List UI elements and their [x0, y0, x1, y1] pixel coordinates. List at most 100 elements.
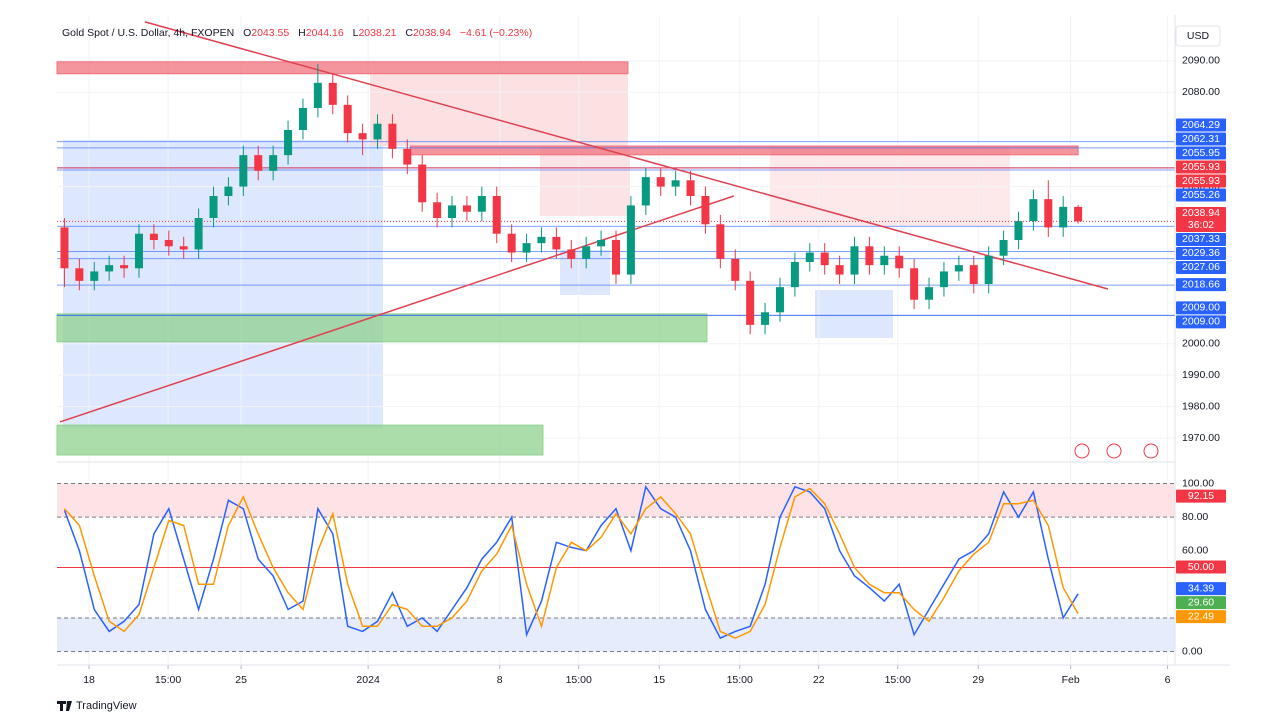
candle-body [984, 255, 993, 284]
candle-body [328, 82, 337, 105]
y-tick-label: 1990.00 [1182, 369, 1220, 381]
currency-label[interactable]: USD [1187, 30, 1210, 42]
y-tick-label: 1980.00 [1182, 400, 1220, 412]
axis-price-text: 2055.93 [1182, 175, 1220, 187]
candle-body [254, 155, 263, 171]
axis-price-label [1176, 489, 1226, 503]
candle-body [448, 205, 457, 218]
axis-price-text: 2009.00 [1182, 302, 1220, 314]
candle-body [298, 108, 307, 130]
candle-body [880, 255, 889, 266]
candle-body [75, 268, 84, 281]
candle-body [701, 196, 710, 225]
candle-body [671, 180, 680, 187]
y-tick-label: 2090.00 [1182, 55, 1220, 67]
candle-body [716, 224, 725, 259]
axis-price-label [1176, 232, 1226, 246]
chart-title: Gold Spot / U.S. Dollar, 4h, FXOPEN [62, 27, 235, 39]
candle-body [373, 123, 382, 140]
candle-body [284, 130, 293, 156]
axis-price-label [1176, 610, 1226, 624]
price-change: −4.61 (−0.23%) [459, 27, 533, 39]
countdown-text: 36:02 [1188, 219, 1214, 231]
candle-body [641, 177, 650, 206]
currency-button[interactable] [1175, 25, 1221, 47]
y-tick-label: 1970.00 [1182, 432, 1220, 444]
axis-price-text: 2029.36 [1182, 247, 1220, 259]
axis-price-text: 2018.66 [1182, 278, 1220, 290]
candle-body [820, 252, 829, 266]
axis-price-label [1176, 146, 1226, 160]
zone [56, 424, 544, 456]
axis-price-label [1176, 132, 1226, 146]
axis-price-label [1176, 206, 1226, 232]
x-tick-label: 29 [972, 674, 984, 686]
axis-price-text: 2055.95 [1182, 147, 1220, 159]
axis-price-text: 2064.29 [1182, 119, 1220, 131]
zone [56, 61, 629, 75]
candle-body [686, 180, 695, 196]
candle-body [582, 246, 591, 259]
candle-body [1029, 199, 1038, 222]
candle-body [1044, 199, 1053, 228]
event-icon[interactable] [1074, 443, 1090, 459]
axis-price-label [1176, 560, 1226, 574]
candle-body [403, 148, 412, 165]
candle-body [343, 104, 352, 134]
y-tick-label: 60.00 [1182, 544, 1208, 556]
candle-body [910, 268, 919, 300]
candle-body [626, 205, 635, 275]
x-tick-label: 6 [1165, 674, 1171, 686]
axis-price-label [1176, 188, 1226, 202]
candle-body [105, 265, 114, 272]
candle-body [969, 265, 978, 284]
candle-body [865, 246, 874, 266]
shade-area [540, 146, 630, 216]
footer-text: TradingView [76, 700, 137, 712]
ohlc-prefix: H [298, 27, 306, 39]
ohlc-value: 2038.21 [358, 27, 397, 39]
candle-body [775, 287, 784, 313]
candle-body [1014, 221, 1023, 240]
candle-body [179, 246, 188, 250]
candle-body [925, 287, 934, 300]
axis-price-text: 2038.94 [1182, 207, 1220, 219]
candle-body [239, 155, 248, 187]
event-icon[interactable] [1106, 443, 1122, 459]
ohlc-prefix: C [405, 27, 413, 39]
y-tick-label: 2000.00 [1182, 337, 1220, 349]
x-tick-label: 18 [83, 674, 95, 686]
axis-price-text: 2037.33 [1182, 233, 1220, 245]
overbought-band [57, 483, 1175, 518]
candle-body [939, 271, 948, 288]
axis-price-text: 2027.06 [1182, 261, 1220, 273]
y-tick-label: 2080.00 [1182, 86, 1220, 98]
event-icon[interactable] [1143, 443, 1159, 459]
candle-body [418, 164, 427, 203]
x-tick-label: 22 [813, 674, 825, 686]
zone [409, 145, 1079, 156]
x-tick-label: 15 [653, 674, 665, 686]
axis-price-label [1176, 246, 1226, 260]
zone [56, 313, 708, 343]
footer-logo [57, 701, 72, 711]
candle-body [552, 236, 561, 250]
axis-price-text: 2055.93 [1182, 161, 1220, 173]
ohlc-value: 2038.94 [412, 27, 451, 39]
candle-body [567, 249, 576, 259]
plot-layer: 2090.002080.002050.002000.001990.001980.… [56, 15, 1226, 686]
candle-body [597, 240, 606, 247]
candle-body [790, 262, 799, 288]
axis-price-text: 2055.26 [1182, 189, 1220, 201]
x-tick-label: 2024 [356, 674, 380, 686]
candle-body [537, 236, 546, 244]
candle-body [90, 271, 99, 281]
candle-body [164, 240, 173, 247]
candle-body [522, 243, 531, 253]
candle-body [850, 246, 859, 275]
oscillator-line [63, 487, 1079, 639]
x-tick-label: 25 [235, 674, 247, 686]
candle-body [835, 265, 844, 275]
candle-body [462, 205, 471, 212]
